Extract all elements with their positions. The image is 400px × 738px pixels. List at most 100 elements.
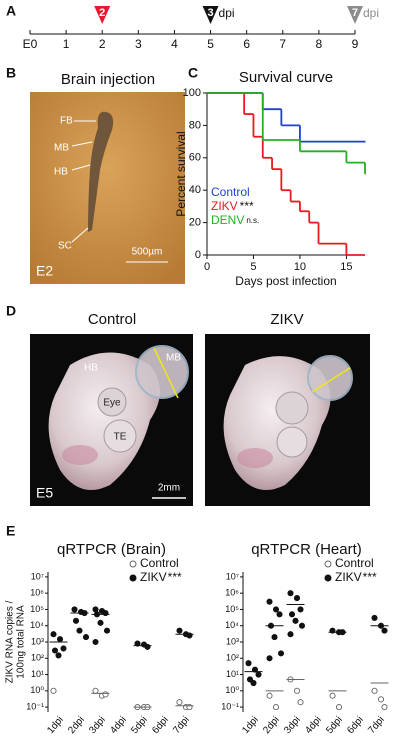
y-tick-label: 10⁵ [225, 604, 239, 614]
data-point [60, 645, 67, 652]
data-point [381, 704, 388, 711]
timeline-label: 8 [316, 37, 323, 51]
marker-unit: dpi [363, 6, 379, 20]
y-tick-label: 10⁵ [30, 604, 44, 614]
y-tick-label: 60 [189, 152, 201, 164]
data-point [329, 692, 336, 699]
x-tick-label: 2dpi [261, 715, 282, 737]
x-tick-label: 15 [340, 261, 352, 273]
data-point [250, 680, 257, 687]
legend-marker [129, 560, 137, 568]
data-point [176, 699, 183, 706]
y-tick-label: 10⁰ [30, 685, 44, 695]
panel-label: A [6, 3, 16, 19]
legend-significance: n.s. [246, 216, 259, 225]
y-tick-label: 10⁶ [225, 588, 239, 598]
chart-title: Survival curve [239, 69, 333, 86]
timeline-label: 4 [171, 37, 178, 51]
legend-entry: DENV [211, 213, 244, 227]
data-point [72, 617, 80, 624]
data-point [102, 610, 109, 617]
data-point [51, 647, 59, 654]
data-point [272, 606, 280, 613]
y-tick-label: 100 [183, 87, 201, 99]
x-tick-label: 1dpi [45, 715, 66, 737]
y-tick-label: 10² [31, 653, 44, 663]
panel-title: Brain injection [61, 71, 155, 88]
annotation: MB [166, 353, 181, 364]
image-title: Control [88, 311, 136, 328]
data-point [176, 627, 183, 634]
timeline-label: 1 [63, 37, 70, 51]
x-tick-label: 4dpi [108, 715, 129, 737]
panel-label: D [6, 303, 16, 319]
data-point [277, 650, 285, 657]
data-point [266, 692, 273, 699]
data-point [186, 632, 193, 639]
data-point [103, 627, 111, 634]
annotation: Eye [103, 398, 121, 409]
timeline-label: 5 [207, 37, 214, 51]
data-point [144, 643, 151, 650]
annotation: HB [84, 363, 98, 374]
data-point [371, 687, 378, 694]
data-point [71, 606, 78, 613]
legend-marker [129, 574, 137, 582]
data-point [255, 671, 262, 678]
y-axis-label: ZIKV RNA copies / [5, 600, 16, 683]
data-point [288, 611, 296, 618]
y-tick-label: 20 [189, 217, 201, 229]
brain-shape [88, 111, 114, 232]
data-point [251, 666, 259, 673]
x-tick-label: 0 [204, 261, 210, 273]
data-point [371, 614, 378, 622]
y-axis-label: Percent survival [174, 131, 188, 216]
timeline-label: 3 [135, 37, 142, 51]
x-tick-label: 5dpi [324, 715, 345, 737]
data-point [377, 696, 385, 703]
data-point [50, 687, 57, 694]
panel-label: E [6, 523, 15, 539]
y-tick-label: 10⁶ [30, 588, 44, 598]
y-tick-label: 10² [226, 653, 239, 663]
image-title: ZIKV [270, 311, 303, 328]
data-point [292, 617, 299, 624]
timeline-label: 2 [99, 37, 106, 51]
x-tick-label: 5dpi [129, 715, 150, 737]
data-point [335, 704, 343, 711]
timeline-marker [94, 6, 111, 24]
data-point [102, 691, 109, 698]
x-tick-label: 3dpi [87, 715, 108, 737]
legend-entry: Control [335, 556, 374, 570]
x-tick-label: 10 [294, 261, 306, 273]
data-point [134, 640, 141, 647]
y-tick-label: 10¹ [226, 669, 239, 679]
data-point [92, 687, 99, 694]
scale-bar-label: 2mm [158, 483, 180, 494]
annotation: FB [60, 116, 73, 127]
data-point [297, 606, 304, 613]
x-tick-label: 4dpi [303, 715, 324, 737]
y-tick-label: 80 [189, 119, 201, 131]
data-point [92, 606, 99, 613]
y-axis-label: 100ng total RNA [16, 605, 27, 679]
y-tick-label: 10³ [226, 636, 239, 646]
annotation: TE [114, 432, 127, 443]
data-point [55, 652, 62, 659]
annotation: HB [54, 167, 68, 178]
y-tick-label: 40 [189, 184, 201, 196]
scale-bar-label: 500µm [132, 247, 163, 258]
timeline-label: 9 [352, 37, 359, 51]
data-point [297, 699, 304, 706]
timeline-marker [347, 6, 363, 24]
data-point [56, 636, 64, 643]
legend-marker [324, 574, 332, 582]
chart-title: qRTPCR (Brain) [57, 541, 166, 558]
data-point [276, 611, 283, 618]
data-point [76, 627, 83, 634]
timeline-label: 6 [243, 37, 250, 51]
legend-significance: *** [240, 199, 254, 213]
x-tick-label: 5 [250, 261, 256, 273]
data-point [271, 634, 278, 641]
legend-marker [324, 560, 332, 568]
